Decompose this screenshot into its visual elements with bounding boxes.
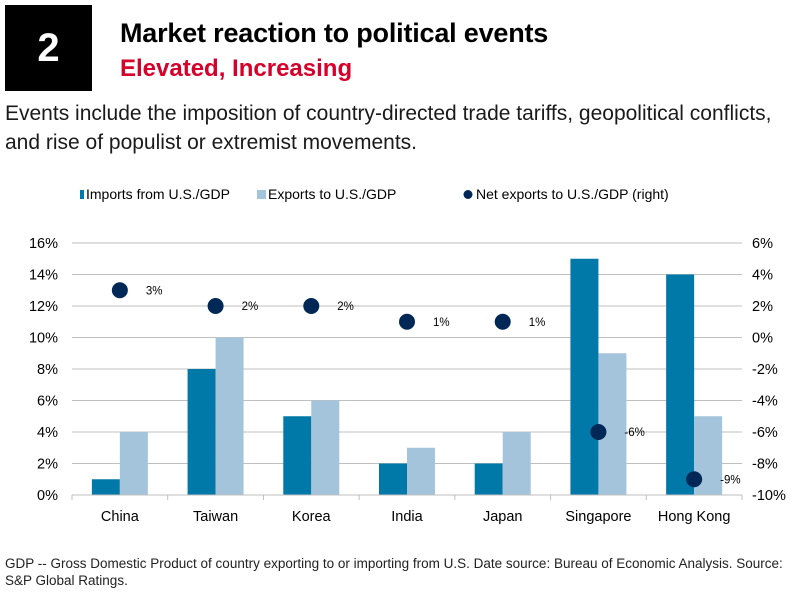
left-axis-tick: 12% [29,299,58,315]
net-export-point [207,298,224,314]
right-axis-tick: 2% [752,299,773,315]
left-axis-tick: 2% [37,457,58,473]
legend-swatch [80,190,84,199]
exports-bar [502,432,531,495]
x-axis-label: China [101,509,140,525]
gridlines [72,242,742,464]
x-axis-label: India [391,509,423,525]
net-export-label: 1% [529,317,546,329]
net-export-point [111,282,128,299]
right-axis-tick: -10% [752,488,786,504]
right-axis-tick: -8% [752,457,778,473]
legend-marker [463,190,473,199]
exports-bar [311,400,340,495]
left-axis-tick: 6% [37,394,58,410]
axes: 0% 2% 4% 6% 8% 10% 12% 14% 16% -10% -8% -6% -4% -2% 0%… [29,236,786,525]
net-export-point [494,313,511,330]
x-axis-label: Korea [292,509,332,525]
left-axis-tick: 16% [29,236,58,252]
exports-bar [598,353,627,495]
net-export-point [590,424,607,440]
right-axis-tick: 0% [752,331,773,347]
exports-bar [215,337,244,495]
imports-bar [379,463,407,495]
net-export-points: 3% 2% 2% 1% 1% -6% -9% [111,282,741,488]
legend-item: Exports to U.S./GDP [257,186,396,202]
net-export-point [686,471,703,488]
left-axis-tick: 8% [37,362,58,378]
legend-label: Net exports to U.S./GDP (right) [476,186,669,202]
left-axis-tick: 0% [37,488,58,504]
page-title: Market reaction to political events [120,18,549,48]
legend-item: Imports from U.S./GDP [80,186,230,202]
net-export-label: 1% [433,317,450,329]
bars [91,258,723,495]
right-axis-tick: 4% [752,268,773,284]
imports-bar [91,479,120,495]
legend-item: Net exports to U.S./GDP (right) [463,186,669,202]
net-export-point [303,298,320,314]
x-axis-label: Singapore [565,509,631,525]
imports-bar [283,416,312,495]
exports-bar [119,432,148,495]
imports-bar [187,369,216,495]
left-axis-tick: 10% [29,331,58,347]
x-axis-label: Taiwan [193,509,238,525]
legend-label: Exports to U.S./GDP [268,186,396,202]
description: Events include the imposition of country… [5,102,772,154]
legend: Imports from U.S./GDP Exports to U.S./GDP… [80,186,669,202]
left-axis-tick: 4% [37,425,58,441]
page-subtitle: Elevated, Increasing [120,55,353,82]
left-axis-tick: 14% [29,268,58,284]
right-axis-tick: 6% [752,236,773,252]
net-export-label: -6% [624,427,644,439]
imports-bar [666,274,695,495]
right-axis-tick: -4% [752,394,778,410]
net-export-label: 2% [337,301,354,313]
footnote: GDP -- Gross Domestic Product of country… [5,556,783,588]
imports-bar [474,463,503,495]
section-number: 2 [5,5,92,91]
legend-label: Imports from U.S./GDP [86,186,230,202]
net-export-label: 2% [242,301,259,313]
imports-bar [570,258,599,495]
x-axis-label: Hong Kong [658,509,731,525]
right-axis-tick: -2% [752,362,778,378]
x-axis-label: Japan [483,509,523,525]
right-axis-tick: -6% [752,425,778,441]
net-export-label: -9% [720,474,740,486]
legend-swatch [257,190,266,199]
net-export-point [399,313,415,330]
chart: Imports from U.S./GDP Exports to U.S./GDP… [29,186,786,525]
exports-bar [407,447,435,495]
net-export-label: 3% [146,285,163,297]
